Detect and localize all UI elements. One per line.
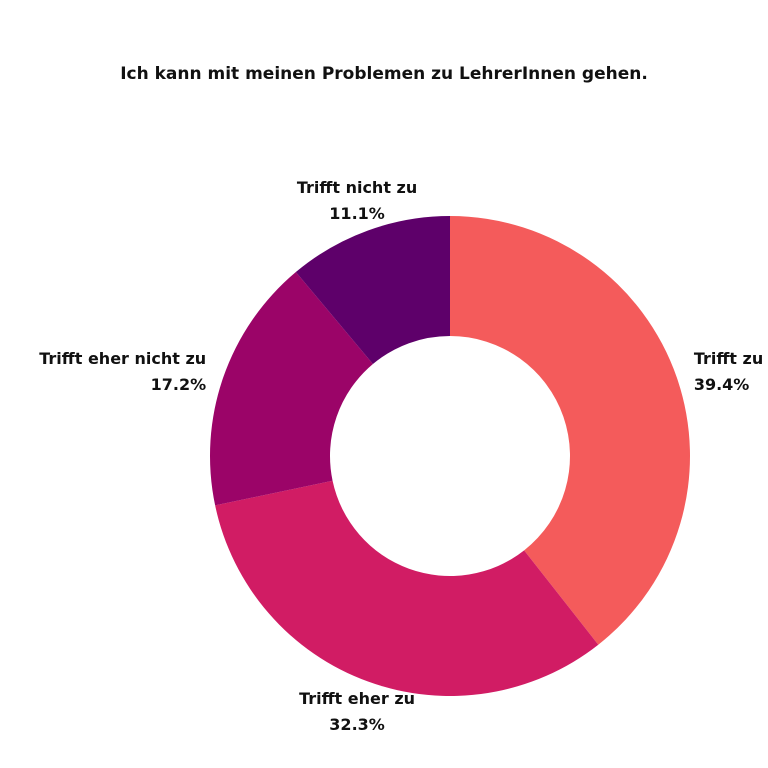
slice	[450, 216, 691, 645]
value-label: 11.1%	[329, 204, 385, 223]
slice-label: Trifft eher zu	[299, 689, 415, 708]
slice-label: Trifft nicht zu	[297, 178, 417, 197]
slice	[295, 216, 450, 365]
value-label: 39.4%	[694, 375, 750, 394]
slice	[215, 480, 599, 697]
chart-title: Ich kann mit meinen Problemen zu LehrerI…	[120, 64, 648, 84]
slice-label: Trifft zu	[694, 349, 763, 368]
slice	[210, 272, 373, 506]
slice-label: Trifft eher nicht zu	[39, 349, 206, 368]
value-label: 32.3%	[329, 715, 385, 734]
value-label: 17.2%	[151, 375, 207, 394]
